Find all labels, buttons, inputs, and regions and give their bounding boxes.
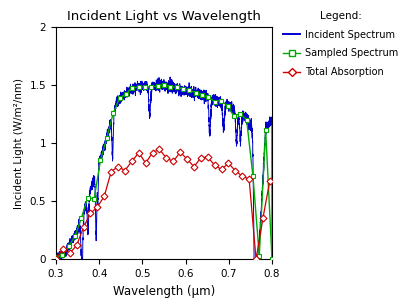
Legend: Incident Spectrum, Sampled Spectrum, Total Absorption: Incident Spectrum, Sampled Spectrum, Tot… [283, 11, 398, 77]
X-axis label: Wavelength (μm): Wavelength (μm) [113, 285, 215, 297]
Y-axis label: Incident Light (W/m²/nm): Incident Light (W/m²/nm) [14, 77, 24, 209]
Title: Incident Light vs Wavelength: Incident Light vs Wavelength [67, 10, 261, 23]
